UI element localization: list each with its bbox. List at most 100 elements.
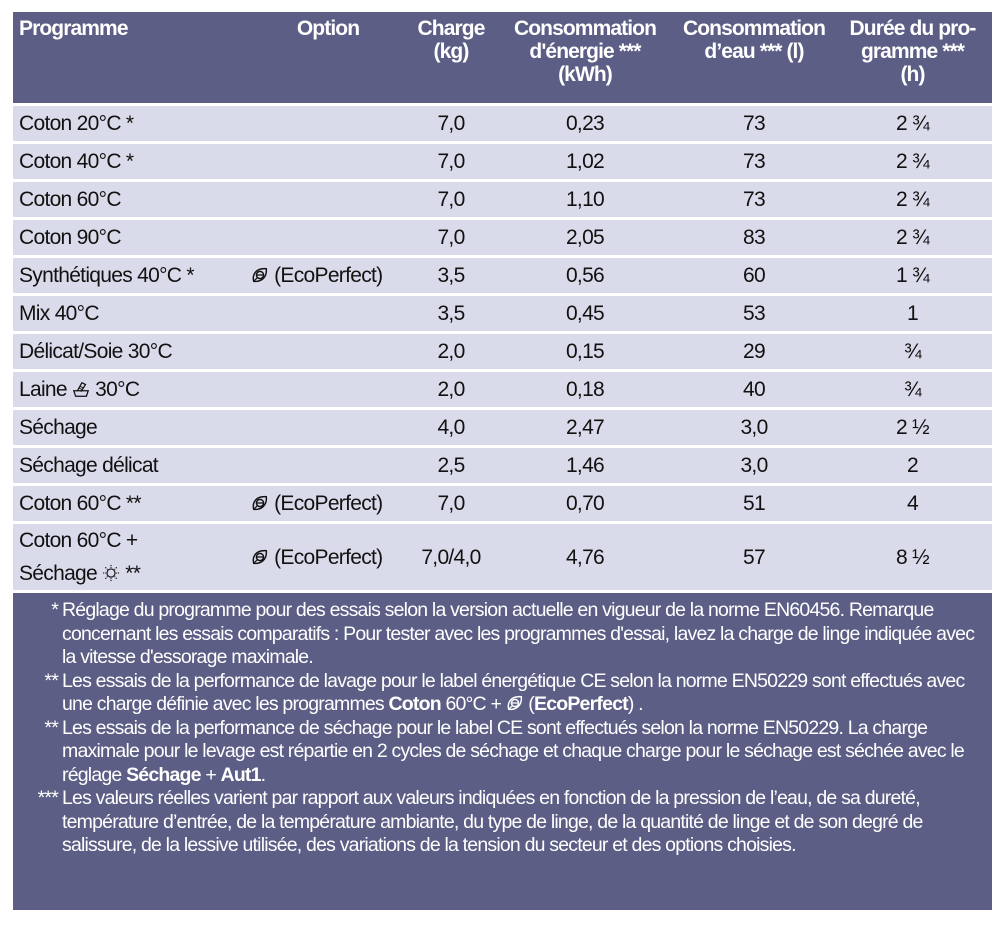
cell-energy: 1,10 (495, 179, 675, 217)
cell-charge: 2,5 (407, 445, 495, 483)
cell-option (249, 103, 407, 141)
cell-option: (EcoPerfect) (249, 521, 407, 590)
cell-energy: 0,45 (495, 293, 675, 331)
text: Coton 90°C (19, 225, 121, 249)
cell-energy: 1,02 (495, 141, 675, 179)
cell-programme: Coton 20°C * (13, 103, 249, 141)
programme-table: Programme Option Charge (kg) Consommation… (13, 12, 992, 590)
footnote-2: ** Les essais de la performance de lavage… (13, 670, 982, 717)
table-row: Coton 60°C + Séchage ** (EcoPerfect) 7,0/4… (13, 521, 992, 590)
cell-option (249, 141, 407, 179)
text: ) . (627, 693, 644, 715)
footnotes: * Réglage du programme pour des essais se… (13, 593, 992, 910)
text: 60°C + (445, 693, 502, 715)
cell-programme: Délicat/Soie 30°C (13, 331, 249, 369)
cell-option (249, 217, 407, 255)
cell-water: 73 (675, 179, 833, 217)
cell-option (249, 179, 407, 217)
cell-water: 3,0 (675, 445, 833, 483)
cell-dur: 8 ½ (833, 521, 992, 590)
cell-dur: 2 ½ (833, 407, 992, 445)
cell-charge: 2,0 (407, 369, 495, 407)
hand-wash-icon (72, 381, 90, 397)
cell-water: 57 (675, 521, 833, 590)
cell-programme: Coton 40°C * (13, 141, 249, 179)
cell-water: 51 (675, 483, 833, 521)
text: ( (528, 693, 534, 715)
cell-energy: 0,56 (495, 255, 675, 293)
text: Coton 40°C * (19, 149, 134, 173)
text: Séchage (19, 562, 98, 585)
ecoperfect-leaf-icon (252, 495, 268, 510)
cell-option: (EcoPerfect) (249, 483, 407, 521)
cell-dur: 1 (833, 293, 992, 331)
header-water: Consommation d’eau *** (l) (675, 12, 833, 103)
cell-water: 73 (675, 103, 833, 141)
text: Coton 60°C + (19, 529, 138, 552)
cell-water: 29 (675, 331, 833, 369)
cell-programme: Coton 60°C + Séchage ** (13, 521, 249, 590)
cell-charge: 3,5 (407, 293, 495, 331)
cell-water: 60 (675, 255, 833, 293)
table-row: Séchage 4,0 2,47 3,0 2 ½ (13, 407, 992, 445)
table-header: Programme Option Charge (kg) Consommation… (13, 12, 992, 103)
cell-charge: 2,0 (407, 331, 495, 369)
cell-energy: 2,47 (495, 407, 675, 445)
cell-dur: 2 ¾ (833, 103, 992, 141)
footnote-4: *** Les valeurs réelles varient par rappo… (13, 787, 982, 858)
cell-charge: 7,0 (407, 179, 495, 217)
text: Séchage délicat (19, 453, 159, 477)
cell-water: 73 (675, 141, 833, 179)
text: Coton 60°C (19, 187, 121, 211)
table-row: Mix 40°C 3,5 0,45 53 1 (13, 293, 992, 331)
cell-programme: Mix 40°C (13, 293, 249, 331)
table-row: Coton 60°C ** (EcoPerfect) 7,0 0,70 51 4 (13, 483, 992, 521)
cell-option: (EcoPerfect) (249, 255, 407, 293)
cell-programme: Laine 30°C (13, 369, 249, 407)
text: Mix 40°C (19, 301, 100, 325)
cell-charge: 7,0 (407, 103, 495, 141)
sun-dry-icon (103, 564, 120, 582)
cell-energy: 0,23 (495, 103, 675, 141)
cell-programme: Coton 60°C ** (13, 483, 249, 521)
cell-energy: 2,05 (495, 217, 675, 255)
table-row: Laine 30°C 2,0 0,18 40 ¾ (13, 369, 992, 407)
cell-water: 40 (675, 369, 833, 407)
table-row: Séchage délicat 2,5 1,46 3,0 2 (13, 445, 992, 483)
cell-water: 53 (675, 293, 833, 331)
cell-option (249, 293, 407, 331)
cell-energy: 0,15 (495, 331, 675, 369)
text: Coton 20°C * (19, 111, 134, 135)
footnote-1: * Réglage du programme pour des essais se… (13, 599, 982, 670)
cell-option (249, 331, 407, 369)
text: ** (125, 562, 141, 585)
text: 30°C (95, 377, 140, 401)
footnote-text: Les essais de la performance de séchage … (62, 716, 965, 786)
footnote-mark: * (51, 599, 59, 621)
cell-programme: Coton 60°C (13, 179, 249, 217)
header-energy: Consommation d'énergie *** (kWh) (495, 12, 675, 103)
cell-dur: 1 ¾ (833, 255, 992, 293)
table-row: Coton 90°C 7,0 2,05 83 2 ¾ (13, 217, 992, 255)
text: Les essais de la performance de lavage p… (62, 669, 965, 716)
cell-programme: Coton 90°C (13, 217, 249, 255)
header-programme: Programme (13, 12, 249, 103)
text: (EcoPerfect) (274, 491, 383, 515)
text: Laine (19, 377, 68, 401)
cell-charge: 7,0 (407, 483, 495, 521)
footnote-text: Les valeurs réelles varient par rapport … (62, 787, 923, 856)
table-row: Coton 20°C * 7,0 0,23 73 2 ¾ (13, 103, 992, 141)
text: Séchage (19, 415, 98, 439)
text: Séchage (126, 763, 201, 786)
footnote-mark: *** (37, 787, 59, 809)
cell-option (249, 369, 407, 407)
table-row: Coton 40°C * 7,0 1,02 73 2 ¾ (13, 141, 992, 179)
text: + (205, 763, 216, 786)
ecoperfect-leaf-icon (252, 267, 268, 282)
cell-option (249, 407, 407, 445)
cell-energy: 0,18 (495, 369, 675, 407)
cell-energy: 4,76 (495, 521, 675, 590)
header-option: Option (249, 12, 407, 103)
cell-charge: 4,0 (407, 407, 495, 445)
footnote-mark: ** (44, 716, 58, 739)
